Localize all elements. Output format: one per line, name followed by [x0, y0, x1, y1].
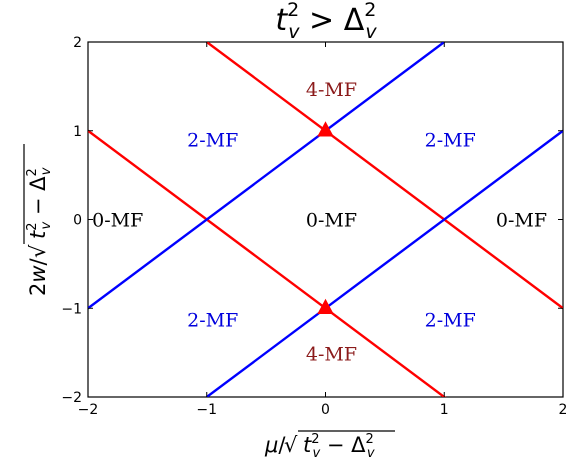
region-label-5: 0-MF	[496, 209, 547, 231]
x-tick-label-2: 0	[321, 402, 330, 418]
region-label-3: 0-MF	[92, 209, 143, 231]
y-tick-label-3: 1	[73, 124, 82, 140]
region-label-1: 2-MF	[187, 129, 238, 151]
x-axis-title: μ/ √ t2v − Δ2v μ/√(t_v² − Δ_v²)	[0, 0, 395, 461]
title-part-4: 2	[364, 0, 376, 21]
region-label-2: 2-MF	[425, 129, 476, 151]
series-line-1	[206, 42, 563, 310]
region-label-8: 4-MF	[306, 343, 357, 365]
title-part-3: > Δ	[300, 3, 365, 38]
svg-text:√: √	[284, 433, 298, 457]
y-tick-label-1: −1	[61, 301, 82, 317]
chart-title: t2 v > Δ2 v	[275, 0, 377, 43]
ticks-layer: −2 −1 0 1 2 −2 −1 0 1 2	[61, 35, 567, 418]
x-tick-label-0: −2	[78, 402, 99, 418]
y-tick-label-2: 0	[73, 213, 82, 229]
x-tick-label-1: −1	[196, 402, 217, 418]
markers-layer	[317, 121, 334, 314]
svg-text:t2v − Δ2v: t2v − Δ2v	[25, 167, 54, 239]
title-part-0: t	[275, 3, 288, 38]
y-tick-label-0: −2	[61, 390, 82, 406]
x-tick-label-3: 1	[440, 402, 449, 418]
title-part-5: v	[365, 21, 377, 43]
marker-triangle-1	[317, 298, 334, 314]
y-axis-label: 2w/√(t_v² − Δ_v²)	[26, 36, 51, 220]
y-axis-title: 2w/ √ t2v − Δ2v 2w/√(t_v² − Δ_v²)	[23, 36, 54, 296]
annotations-layer: 4-MF 2-MF 2-MF 0-MF 0-MF 0-MF 2-MF 2-MF 4-MF	[92, 79, 547, 365]
region-label-6: 2-MF	[187, 310, 238, 332]
series-line-2	[88, 42, 445, 310]
svg-text:√: √	[26, 244, 50, 258]
x-axis-label: μ/√(t_v² − Δ_v²)	[0, 0, 166, 6]
svg-text:2w/: 2w/	[26, 257, 50, 296]
region-label-7: 2-MF	[425, 310, 476, 332]
y-tick-label-4: 2	[73, 35, 82, 51]
region-label-0: 4-MF	[306, 79, 357, 101]
title-part-2: v	[288, 21, 300, 43]
svg-text:t2v − Δ2v: t2v − Δ2v	[303, 432, 375, 461]
title-part-1: 2	[287, 0, 299, 21]
marker-triangle-0	[317, 121, 334, 137]
series-line-3	[206, 129, 563, 397]
region-label-4: 0-MF	[306, 209, 357, 231]
svg-text:μ/: μ/	[264, 433, 286, 457]
x-tick-label-4: 2	[559, 402, 568, 418]
